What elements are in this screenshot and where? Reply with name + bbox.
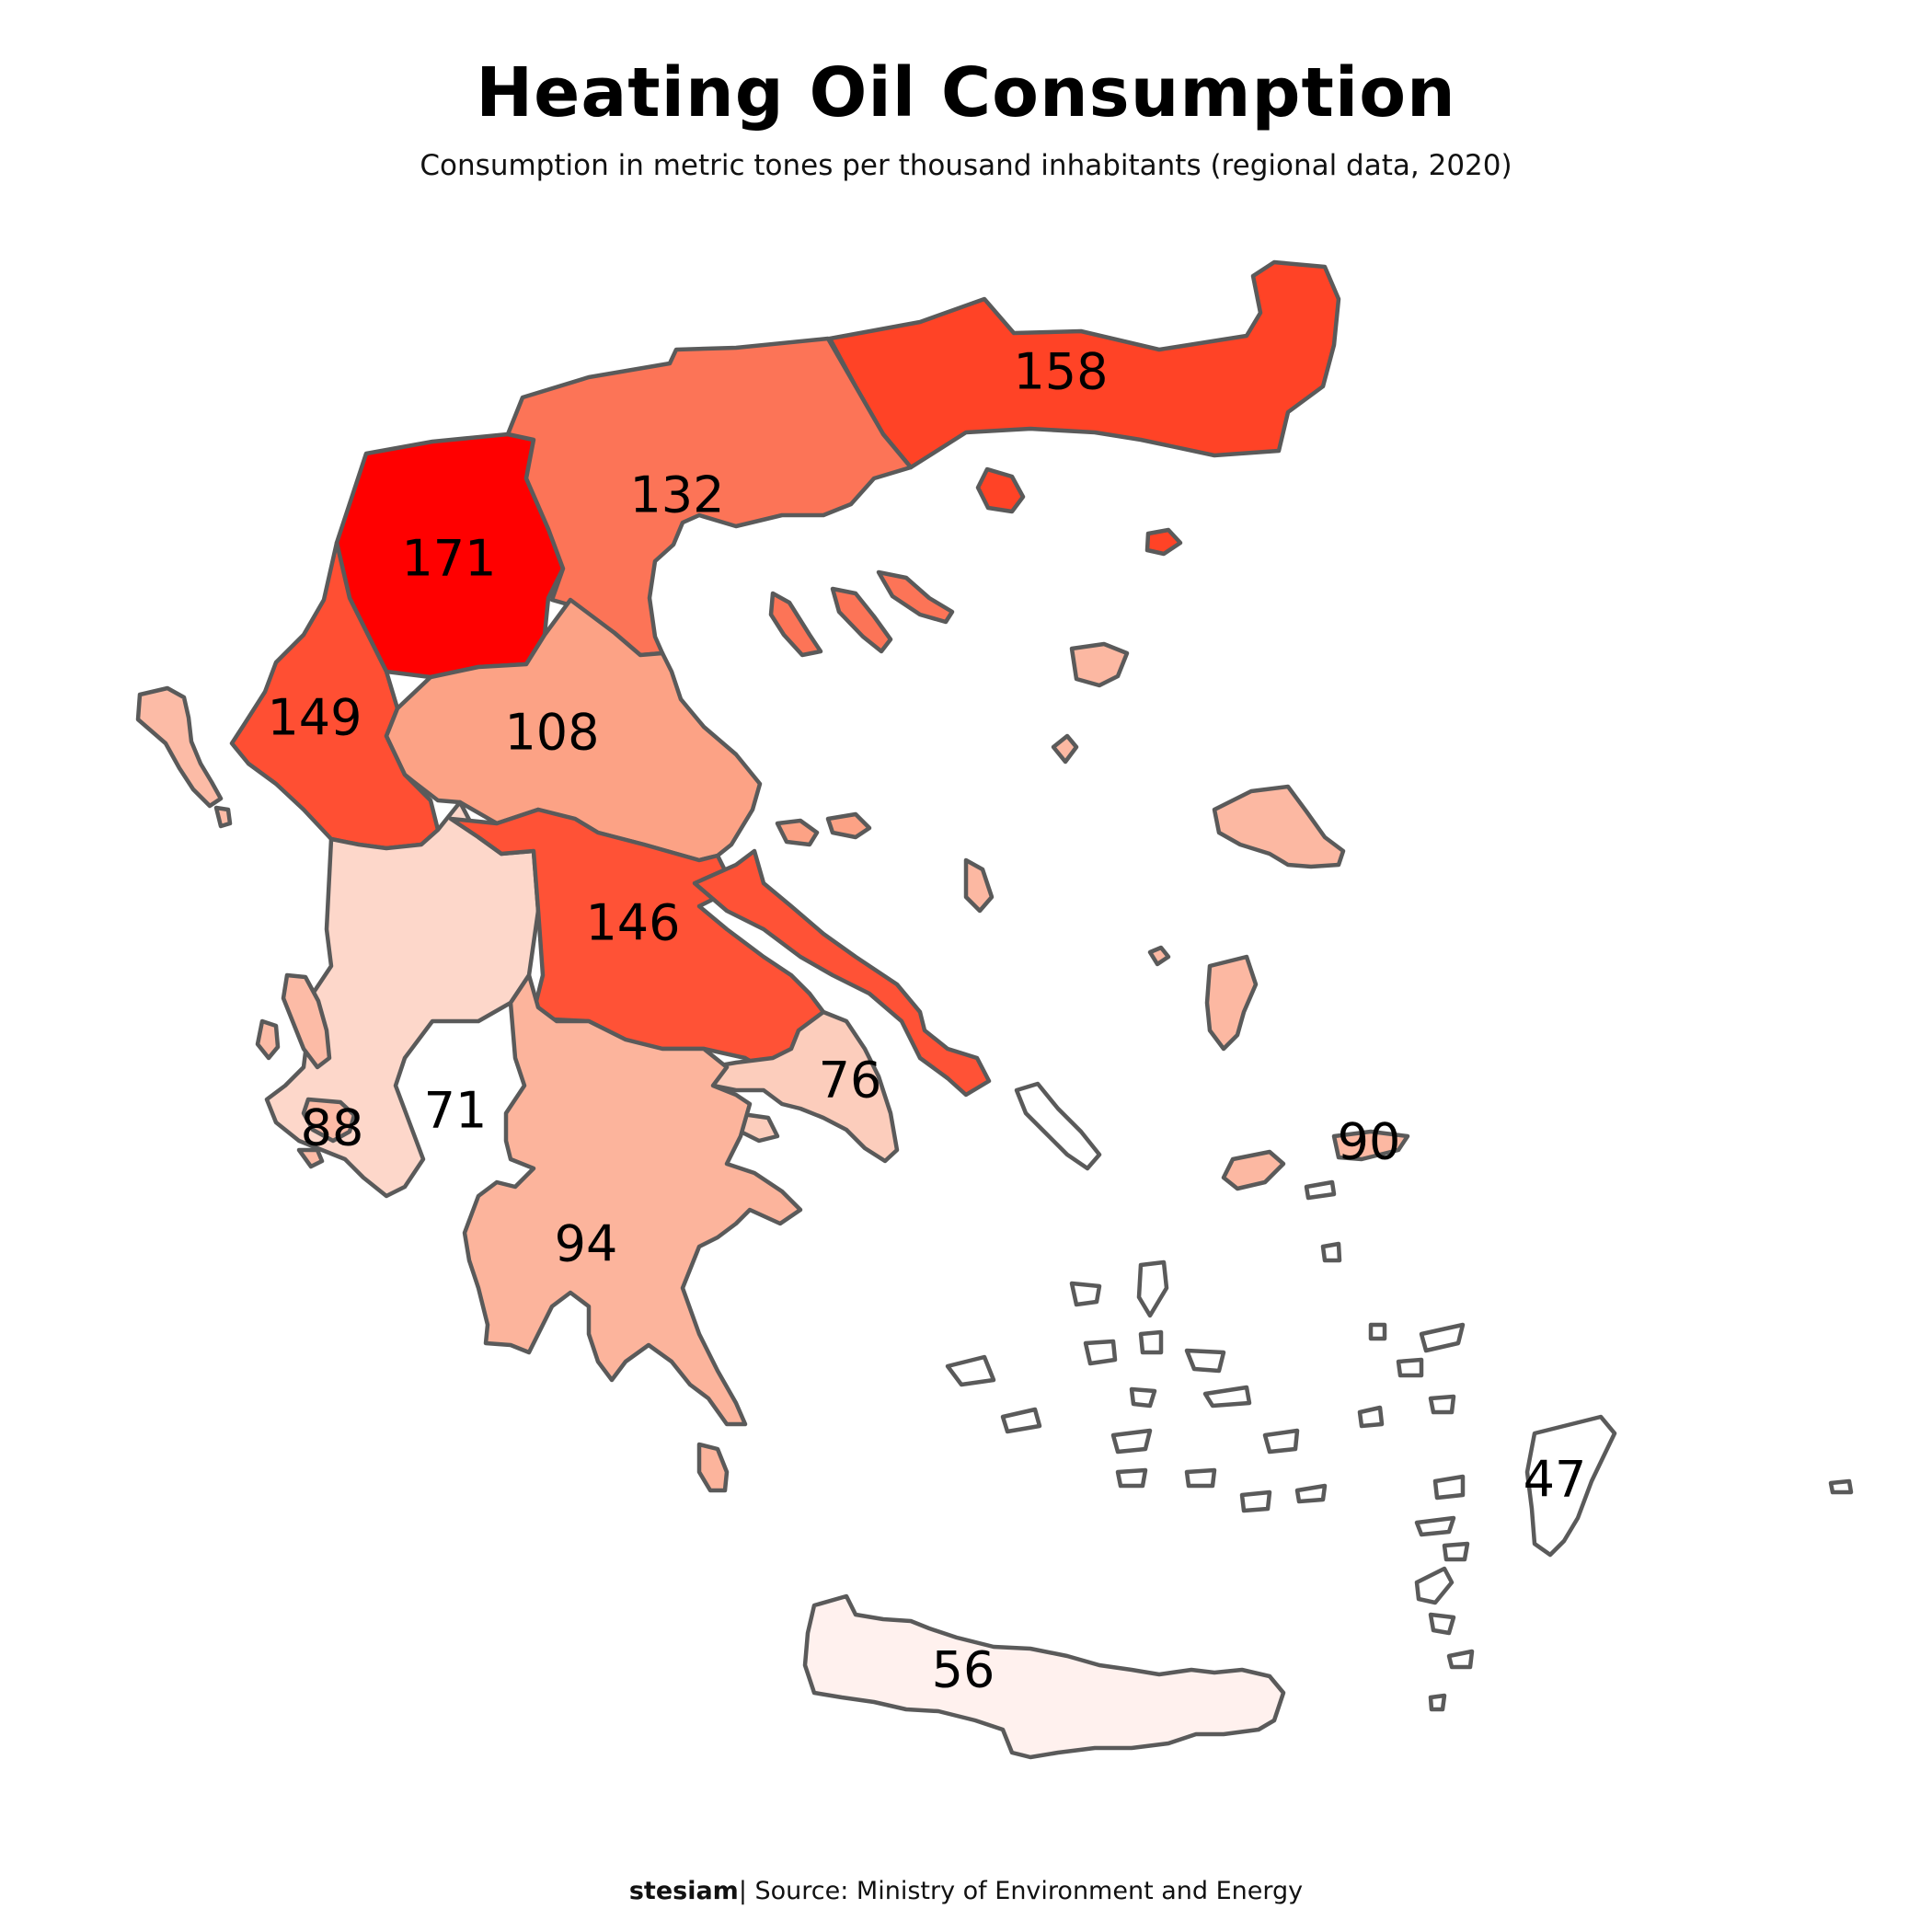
region-label-north-aegean: 90 [1338,1113,1401,1171]
region-central-macedonia[interactable] [505,336,955,658]
region-thessaly[interactable] [384,597,872,863]
region-label-central-greece: 146 [585,894,680,952]
region-label-attica: 76 [819,1052,882,1110]
region-label-central-macedonia: 132 [629,466,724,524]
region-label-west-greece: 71 [424,1082,488,1140]
region-label-east-macedonia-thrace: 158 [1013,343,1108,401]
region-peloponnese[interactable] [462,972,803,1493]
map-footer: stesiam| Source: Ministry of Environment… [0,1877,1932,1905]
region-west-greece[interactable] [264,799,541,1199]
map-title: Heating Oil Consumption [476,53,1456,132]
footer-separator: | [738,1877,747,1905]
region-east-macedonia-thrace[interactable] [827,259,1341,557]
region-label-south-aegean: 47 [1524,1451,1587,1509]
region-north-aegean[interactable] [963,641,1410,1191]
region-attica[interactable] [696,1009,900,1164]
footer-source: Source: Ministry of Environment and Ener… [754,1877,1304,1905]
footer-author: stesiam [628,1877,739,1905]
region-label-peloponnese: 94 [555,1215,618,1273]
region-south-aegean[interactable] [945,1081,1854,1712]
region-label-west-macedonia: 171 [401,530,496,588]
region-label-ionian-islands: 88 [301,1099,364,1157]
region-label-thessaly: 108 [504,704,599,762]
region-label-epirus: 149 [267,689,362,747]
region-ionian-islands[interactable] [135,685,357,1169]
region-label-crete: 56 [932,1641,995,1699]
region-crete[interactable] [802,1593,1286,1760]
map-subtitle: Consumption in metric tones per thousand… [420,149,1512,182]
